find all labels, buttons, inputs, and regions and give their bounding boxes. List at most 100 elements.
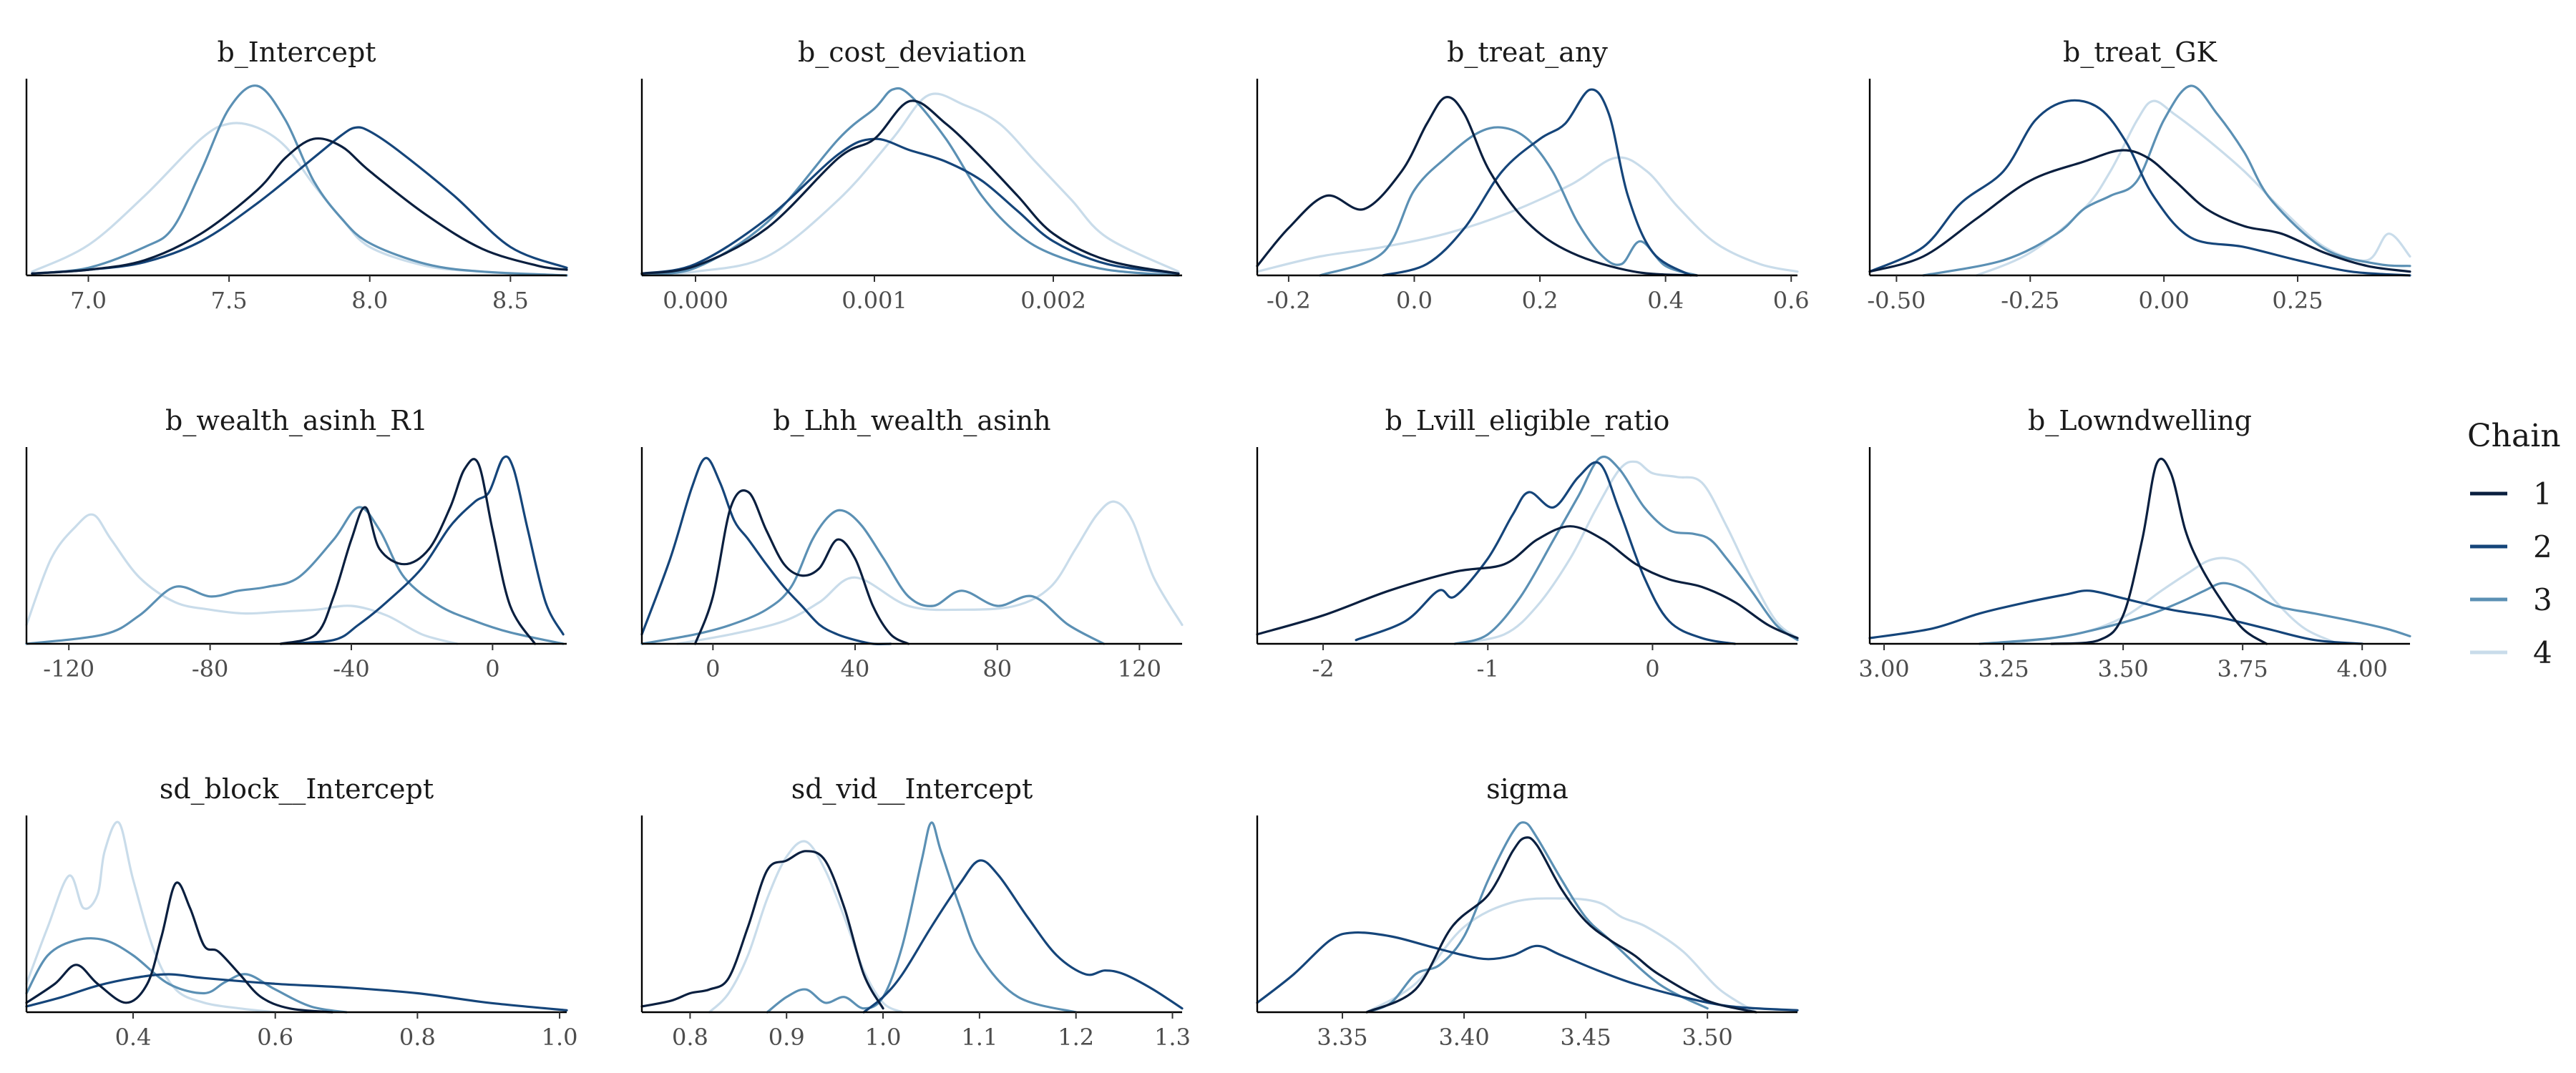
x-tick-label: 0.8 [399, 1024, 436, 1051]
x-tick-label: 3.75 [2218, 655, 2268, 682]
density-line-chain-3 [766, 821, 1078, 1014]
x-tick-label: 3.25 [1978, 655, 2029, 682]
density-line-chain-3 [640, 509, 1106, 645]
density-line-chain-3 [25, 937, 348, 1014]
panel-b-wealth-asinh-r1: b_wealth_asinh_R1 -120 -80 -40 0 [25, 405, 567, 682]
panel-title: sd_vid__Intercept [791, 773, 1033, 805]
x-tick-label: -2 [1312, 655, 1334, 682]
x-tick-label: 0.00 [2139, 287, 2190, 314]
panel-b-lowndwelling: b_Lowndwelling 3.00 3.25 3.50 3.75 4.00 [1858, 405, 2411, 682]
panel-title: b_cost_deviation [798, 36, 1026, 69]
panel-title: b_Lvill_eligible_ratio [1385, 405, 1670, 437]
x-tick-label: 8.5 [492, 287, 529, 314]
x-tick-label: 0 [706, 655, 720, 682]
x-tick-label: 80 [982, 655, 1012, 682]
x-tick-label: 3.00 [1858, 655, 1909, 682]
density-line-chain-2 [640, 456, 892, 645]
density-line-chain-1 [1256, 95, 1699, 277]
density-line-chain-4 [640, 92, 1180, 277]
x-tick-label: -120 [43, 655, 94, 682]
density-line-chain-2 [1868, 589, 2363, 645]
panel-title: sigma [1486, 773, 1568, 805]
density-line-chain-4 [1365, 897, 1757, 1014]
legend-label-chain-2: 2 [2533, 529, 2552, 564]
x-tick-label: 0.9 [769, 1024, 805, 1051]
density-line-chain-3 [1453, 455, 1799, 645]
x-tick-label: 0.0 [1396, 287, 1433, 314]
density-line-chain-1 [1365, 836, 1757, 1014]
x-tick-label: 8.0 [351, 287, 388, 314]
x-tick-label: -80 [192, 655, 229, 682]
density-line-chain-4 [25, 513, 459, 645]
density-line-chain-1 [1868, 149, 2411, 273]
density-line-chain-2 [1382, 88, 1692, 277]
panel-title: b_Intercept [217, 36, 376, 69]
x-tick-label: 0.4 [1647, 287, 1684, 314]
x-tick-label: 0.000 [663, 287, 728, 314]
density-line-chain-1 [640, 850, 884, 1010]
density-line-chain-2 [25, 973, 568, 1011]
density-line-chain-3 [1979, 582, 2411, 645]
panel-b-cost-deviation: b_cost_deviation 0.000 0.001 0.002 [640, 36, 1182, 314]
x-tick-label: 40 [841, 655, 870, 682]
x-tick-label: 0.4 [115, 1024, 152, 1051]
x-tick-label: 3.40 [1438, 1024, 1489, 1051]
density-line-chain-2 [279, 455, 565, 645]
x-tick-label: 7.0 [70, 287, 107, 314]
x-tick-label: 1.0 [542, 1024, 578, 1051]
density-line-chain-3 [1922, 84, 2411, 277]
density-line-chain-1 [693, 489, 910, 645]
density-line-chain-4 [31, 122, 568, 277]
x-tick-label: 0.2 [1522, 287, 1558, 314]
x-tick-label: 1.0 [865, 1024, 902, 1051]
density-line-chain-3 [1319, 126, 1699, 277]
panel-b-treat-any: b_treat_any -0.2 0.0 0.2 0.4 0.6 [1256, 36, 1810, 314]
x-tick-label: -0.50 [1867, 287, 1926, 314]
x-tick-label: 0.8 [672, 1024, 708, 1051]
density-line-chain-4 [676, 500, 1184, 645]
panel-title: b_Lhh_wealth_asinh [773, 405, 1050, 437]
x-tick-label: 0.6 [1773, 287, 1810, 314]
density-line-chain-1 [25, 881, 333, 1014]
density-line-chain-4 [25, 820, 277, 1014]
x-tick-label: 0 [1645, 655, 1659, 682]
x-tick-label: -1 [1477, 655, 1499, 682]
density-line-chain-2 [1355, 461, 1737, 645]
panel-sd-block-intercept: sd_block__Intercept 0.4 0.6 0.8 1.0 [25, 773, 578, 1051]
panel-b-intercept: b_Intercept 7.0 7.5 8.0 8.5 [25, 36, 568, 314]
panel-sd-vid-intercept: sd_vid__Intercept 0.8 0.9 1.0 1.1 1.2 1.3 [640, 773, 1191, 1051]
x-tick-label: 0 [485, 655, 499, 682]
density-line-chain-2 [640, 137, 1180, 275]
x-tick-label: 0.6 [257, 1024, 293, 1051]
panel-title: b_wealth_asinh_R1 [165, 405, 428, 437]
x-tick-label: 4.00 [2337, 655, 2388, 682]
x-tick-label: 3.45 [1560, 1024, 1611, 1051]
x-tick-label: 0.002 [1020, 287, 1086, 314]
density-line-chain-2 [31, 126, 568, 275]
panel-b-lhh-wealth-asinh: b_Lhh_wealth_asinh 0 40 80 120 [640, 405, 1184, 682]
x-tick-label: 0.001 [841, 287, 907, 314]
density-line-chain-4 [1453, 460, 1799, 645]
panel-b-lvill-eligible-ratio: b_Lvill_eligible_ratio -2 -1 0 [1256, 405, 1799, 682]
legend-label-chain-4: 4 [2533, 635, 2552, 670]
panel-title: sd_block__Intercept [160, 773, 434, 805]
chain-legend: Chain 1 2 3 4 [2467, 418, 2561, 670]
panels-grid: b_Intercept 7.0 7.5 8.0 8.5 b_cost_deviation 0… [25, 36, 2411, 1051]
legend-label-chain-1: 1 [2533, 476, 2552, 511]
x-tick-label: 7.5 [211, 287, 248, 314]
density-line-chain-4 [708, 840, 904, 1014]
density-line-chain-1 [31, 137, 568, 275]
density-line-chain-1 [2050, 457, 2268, 645]
panel-b-treat-gk: b_treat_GK -0.50 -0.25 0.00 0.25 [1867, 36, 2411, 314]
density-line-chain-4 [1256, 156, 1799, 273]
density-line-chain-1 [1256, 525, 1799, 640]
x-tick-label: 3.35 [1317, 1024, 1367, 1051]
panel-title: b_treat_any [1447, 36, 1608, 69]
x-tick-label: -0.25 [2001, 287, 2059, 314]
x-tick-label: 3.50 [1682, 1024, 1733, 1051]
panel-title: b_treat_GK [2063, 36, 2218, 69]
legend-title: Chain [2467, 418, 2561, 454]
panel-title: b_Lowndwelling [2028, 405, 2252, 437]
